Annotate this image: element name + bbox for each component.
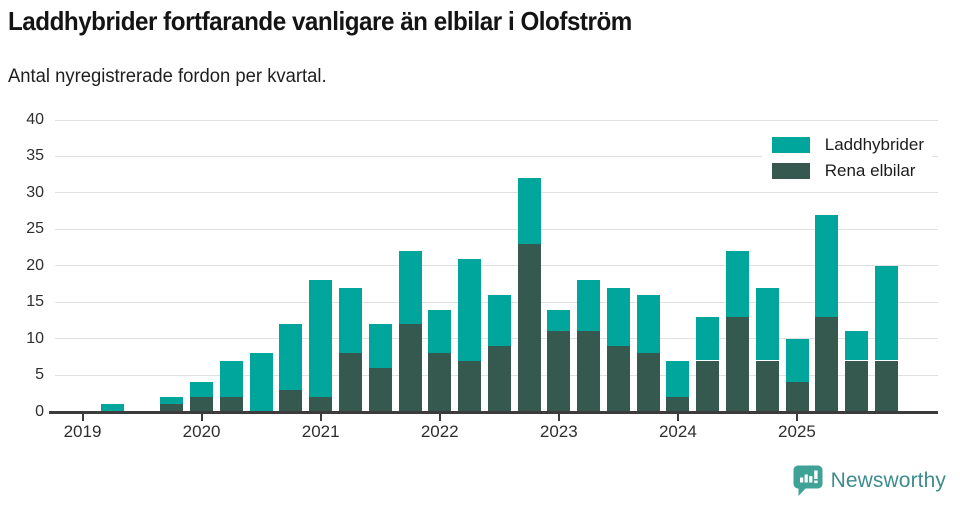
bar-2020-q4-rena-elbilar	[279, 389, 303, 412]
gridline-35	[55, 155, 938, 157]
bar-2025-q3-rena-elbilar	[845, 360, 868, 412]
gridline-25	[55, 228, 938, 230]
bar-2025-q4-rena-elbilar	[874, 360, 898, 412]
y-axis-label-5: 5	[35, 366, 44, 384]
bar-2022-q2-laddhybrider	[458, 258, 481, 361]
y-axis-label-30: 30	[26, 183, 44, 201]
bar-2019-q2-laddhybrider	[100, 404, 124, 412]
bar-2021-q2-rena-elbilar	[338, 353, 362, 412]
bar-2025-q1-laddhybrider	[785, 338, 809, 383]
x-axis-tick-2022	[438, 413, 441, 421]
laddhybrider-color-swatch	[771, 137, 810, 153]
x-axis-label-2022: 2022	[420, 421, 459, 441]
bar-2019-q4-rena-elbilar	[160, 404, 184, 412]
legend-label: Rena elbilar	[824, 161, 916, 180]
newsworthy-wordmark: Newsworthy	[830, 468, 946, 492]
bar-2024-q3-laddhybrider	[725, 251, 749, 317]
bar-2020-q3-laddhybrider	[249, 353, 273, 412]
bar-2020-q1-rena-elbilar	[190, 396, 214, 412]
x-axis-tick-2019	[81, 413, 84, 421]
y-axis-label-10: 10	[26, 329, 44, 347]
x-axis-label-2021: 2021	[301, 421, 340, 441]
chart-legend: Laddhybrider Rena elbilar	[761, 131, 932, 185]
bar-2023-q1-rena-elbilar	[547, 331, 571, 412]
bar-2025-q2-laddhybrider	[815, 214, 839, 317]
gridline-40	[55, 119, 938, 121]
bar-2022-q4-laddhybrider	[517, 178, 541, 244]
bar-2023-q2-laddhybrider	[577, 280, 601, 332]
legend-item-rena-elbilar: Rena elbilar	[771, 161, 924, 181]
bar-2025-q4-laddhybrider	[874, 265, 898, 361]
bar-2021-q1-rena-elbilar	[309, 396, 333, 412]
bar-2023-q1-laddhybrider	[547, 309, 571, 332]
bar-2023-q3-rena-elbilar	[606, 345, 630, 412]
y-axis-label-20: 20	[26, 256, 44, 274]
newsworthy-speech-bubble-chart-icon	[793, 464, 824, 497]
bar-2023-q4-laddhybrider	[636, 294, 660, 354]
bar-2025-q3-laddhybrider	[845, 331, 868, 361]
gridline-30	[55, 192, 938, 194]
bar-2023-q4-rena-elbilar	[636, 353, 660, 412]
x-axis-tick-2020	[200, 413, 203, 421]
bar-2024-q4-laddhybrider	[755, 287, 779, 361]
bar-2025-q1-rena-elbilar	[785, 382, 809, 412]
bar-2024-q1-laddhybrider	[666, 360, 690, 397]
bar-2020-q4-laddhybrider	[279, 324, 303, 390]
bar-2024-q2-rena-elbilar	[696, 360, 720, 412]
y-axis-label-25: 25	[26, 220, 44, 238]
x-axis-tick-2021	[319, 413, 322, 421]
legend-item-laddhybrider: Laddhybrider	[771, 135, 924, 155]
bar-2023-q2-rena-elbilar	[577, 331, 601, 412]
bar-2021-q3-rena-elbilar	[368, 367, 392, 412]
bar-2024-q4-rena-elbilar	[755, 360, 779, 412]
y-axis-label-0: 0	[35, 402, 44, 420]
bar-2022-q1-rena-elbilar	[428, 353, 452, 412]
bar-2024-q3-rena-elbilar	[725, 316, 749, 412]
gridline-20	[55, 265, 938, 267]
x-axis-label-2020: 2020	[182, 421, 221, 441]
bar-2021-q3-laddhybrider	[368, 324, 392, 368]
y-axis-label-15: 15	[26, 293, 44, 311]
bar-2021-q4-rena-elbilar	[398, 324, 422, 412]
bar-2020-q2-rena-elbilar	[219, 396, 243, 412]
bar-2025-q2-rena-elbilar	[815, 316, 839, 412]
bar-2022-q2-rena-elbilar	[458, 360, 481, 412]
bar-2021-q4-laddhybrider	[398, 251, 422, 325]
bar-2022-q1-laddhybrider	[428, 309, 452, 354]
bar-2022-q3-rena-elbilar	[487, 345, 511, 412]
y-axis-label-40: 40	[26, 111, 44, 128]
bar-2021-q2-laddhybrider	[338, 287, 362, 354]
newsworthy-attribution: Newsworthy	[793, 464, 946, 497]
legend-label: Laddhybrider	[824, 135, 924, 154]
bar-2021-q1-laddhybrider	[309, 280, 333, 397]
x-axis-line	[49, 410, 938, 414]
bar-2023-q3-laddhybrider	[606, 287, 630, 346]
x-axis-tick-2025	[795, 413, 798, 421]
bar-2022-q3-laddhybrider	[487, 294, 511, 346]
x-axis-label-2019: 2019	[63, 421, 102, 441]
y-axis-label-35: 35	[26, 147, 44, 165]
x-axis-label-2023: 2023	[539, 421, 578, 441]
bar-2024-q1-rena-elbilar	[666, 396, 690, 412]
x-axis-label-2024: 2024	[658, 421, 697, 441]
x-axis-tick-2024	[676, 413, 679, 421]
x-axis-tick-2023	[557, 413, 560, 421]
bar-2020-q2-laddhybrider	[219, 360, 243, 397]
x-axis-label-2025: 2025	[778, 421, 816, 441]
bar-2024-q2-laddhybrider	[696, 316, 720, 361]
chart-title: Laddhybrider fortfarande vanligare än el…	[8, 6, 632, 36]
chart-subtitle: Antal nyregistrerade fordon per kvartal.	[8, 66, 327, 87]
rena-elbilar-color-swatch	[771, 163, 810, 179]
bar-2019-q4-laddhybrider	[160, 396, 184, 405]
bar-2022-q4-rena-elbilar	[517, 243, 541, 412]
bar-2020-q1-laddhybrider	[190, 382, 214, 397]
